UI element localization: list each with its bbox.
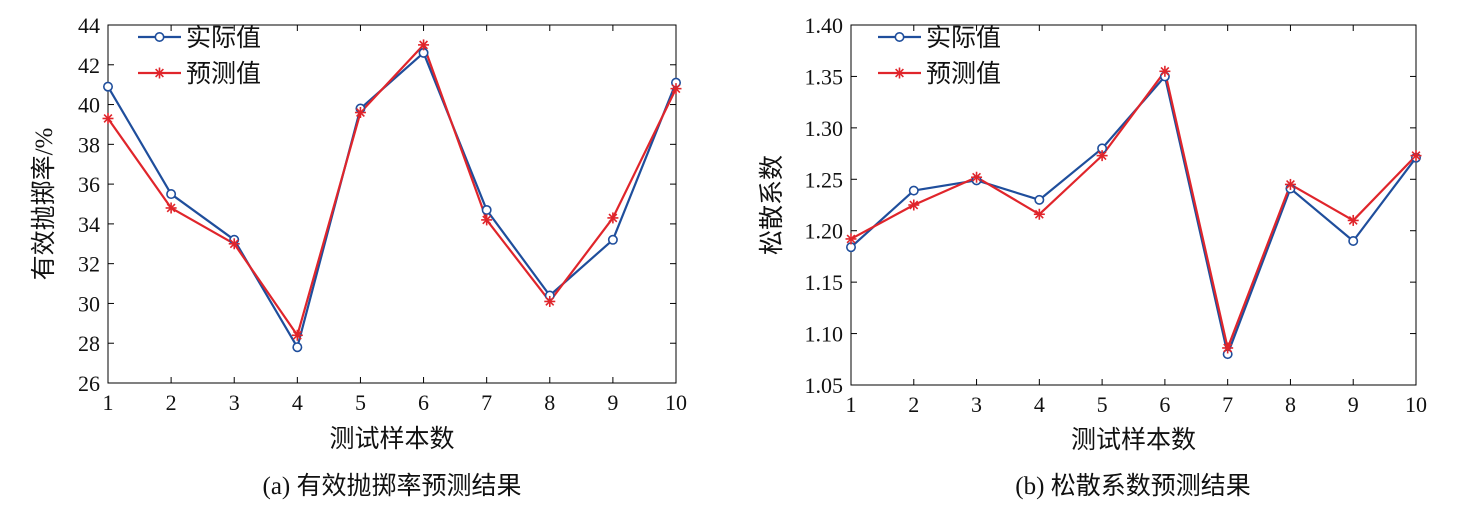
series-line-actual (107, 51, 678, 349)
y-axis-label: 有效抛掷率/% (30, 128, 58, 281)
y-tick-label: 1.25 (805, 167, 844, 192)
y-tick-label: 26 (78, 371, 100, 396)
data-point-predicted (971, 171, 983, 183)
data-point-predicted (1410, 150, 1422, 162)
x-tick-label: 4 (292, 390, 303, 415)
x-tick-label: 7 (481, 390, 492, 415)
legend-marker-asterisk (154, 67, 165, 79)
y-axis-label: 松散系数 (758, 155, 786, 255)
plot-frame (107, 24, 677, 384)
y-tick-label: 1.20 (805, 219, 844, 244)
series-line-actual (850, 75, 1417, 356)
series-line-predicted (107, 43, 677, 337)
x-tick-label: 8 (1285, 392, 1296, 417)
y-tick-label: 1.10 (805, 322, 844, 347)
data-point-predicted (1284, 178, 1296, 190)
data-point-actual (166, 189, 177, 200)
legend-label: 预测值 (926, 60, 1001, 88)
data-point-predicted (102, 112, 114, 124)
legend-marker-circle (154, 31, 165, 42)
data-point-actual (607, 234, 618, 245)
x-tick-label: 9 (1348, 392, 1359, 417)
data-point-actual (1034, 194, 1045, 205)
legend-label: 实际值 (186, 24, 261, 52)
y-tick-label: 32 (78, 252, 100, 277)
data-point-actual (292, 342, 303, 353)
data-point-predicted (1096, 150, 1108, 162)
legend-marker-asterisk (894, 67, 905, 79)
data-point-predicted (1347, 214, 1359, 226)
y-tick-label: 44 (78, 13, 100, 38)
x-tick-label: 9 (607, 390, 618, 415)
y-tick-label: 1.15 (805, 270, 844, 295)
x-tick-label: 8 (544, 390, 555, 415)
y-tick-label: 1.40 (805, 13, 844, 38)
data-point-predicted (354, 107, 366, 119)
x-tick-label: 6 (418, 390, 429, 415)
x-tick-label: 10 (1405, 392, 1427, 417)
data-point-predicted (228, 238, 240, 250)
data-point-actual (908, 185, 919, 196)
y-tick-label: 1.30 (805, 116, 844, 141)
data-point-predicted (481, 214, 493, 226)
legend-marker-circle (894, 31, 905, 42)
x-tick-label: 2 (908, 392, 919, 417)
data-point-predicted (1159, 65, 1171, 77)
x-tick-label: 5 (355, 390, 366, 415)
y-tick-label: 42 (78, 53, 100, 78)
legend-label: 实际值 (926, 24, 1001, 52)
x-tick-label: 2 (166, 390, 177, 415)
x-tick-label: 5 (1097, 392, 1108, 417)
data-point-predicted (670, 83, 682, 95)
y-tick-label: 1.35 (805, 64, 844, 89)
y-tick-label: 40 (78, 93, 100, 118)
data-point-predicted (165, 202, 177, 214)
legend-label: 预测值 (186, 60, 261, 88)
data-point-actual (1348, 236, 1359, 247)
y-tick-label: 30 (78, 291, 100, 316)
panel-caption: (a) 有效抛掷率预测结果 (263, 472, 522, 500)
x-axis-label: 测试样本数 (1071, 426, 1196, 454)
x-axis-label: 测试样本数 (329, 425, 454, 453)
x-tick-label: 3 (229, 390, 240, 415)
y-tick-label: 28 (78, 331, 100, 356)
data-point-predicted (845, 233, 857, 245)
data-point-actual (103, 81, 114, 92)
data-point-predicted (1222, 342, 1234, 354)
data-point-predicted (544, 295, 556, 307)
data-point-predicted (291, 329, 303, 341)
chart-panel-b: 1 2 3 4 5 6 7 8 9 10 1.05 1.10 1.15 1.20 1.25 1.30 1.35 1… (758, 13, 1427, 500)
y-tick-label: 1.05 (805, 373, 844, 398)
plot-frame (850, 24, 1417, 386)
chart-panel-a: 1 2 3 4 5 6 7 8 9 1026283032343638404244测试样本数有效抛掷… (30, 13, 687, 500)
data-point-predicted (1033, 208, 1045, 220)
data-point-predicted (908, 199, 920, 211)
panel-caption: (b) 松散系数预测结果 (1015, 472, 1250, 500)
x-tick-label: 1 (846, 392, 857, 417)
x-tick-label: 10 (665, 390, 687, 415)
x-tick-label: 3 (971, 392, 982, 417)
data-point-actual (481, 204, 492, 215)
data-point-predicted (418, 39, 430, 51)
y-tick-label: 38 (78, 132, 100, 157)
data-point-predicted (607, 212, 619, 224)
y-tick-label: 36 (78, 172, 100, 197)
x-tick-label: 6 (1159, 392, 1170, 417)
y-tick-label: 34 (78, 212, 100, 237)
series-line-predicted (850, 70, 1417, 350)
x-tick-label: 4 (1034, 392, 1045, 417)
x-tick-label: 1 (103, 390, 114, 415)
x-tick-label: 7 (1222, 392, 1233, 417)
